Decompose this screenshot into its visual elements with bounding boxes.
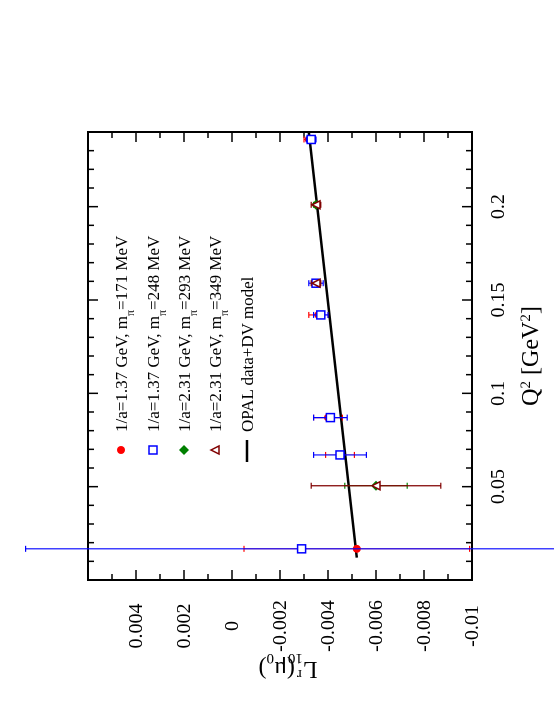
legend-item: 1/a=2.31 GeV, mπ=349 MeV <box>206 235 231 456</box>
series-square <box>25 134 554 554</box>
x-tick-label: 0.2 <box>487 194 509 219</box>
legend-item-model: OPAL data+DV model <box>238 276 257 462</box>
x-tick-label: 0.1 <box>487 381 509 406</box>
y-axis-title: L10 r(μ0) <box>258 650 317 682</box>
plot-area: 0.050.10.150.2 -0.01-0.008-0.006-0.004-0… <box>25 131 554 652</box>
series-diamond <box>311 199 408 491</box>
data-point <box>370 480 381 491</box>
data-point <box>316 310 326 320</box>
x-axis-title-text: Q2[GeV2] <box>518 306 544 406</box>
y-tick-label: -0.006 <box>365 600 387 652</box>
legend-label: 1/a=2.31 GeV, mπ=349 MeV <box>206 235 231 432</box>
data-point <box>310 199 321 211</box>
series-triangle <box>310 199 442 491</box>
data-point <box>310 277 321 289</box>
data-point <box>296 544 307 554</box>
model-line <box>307 131 359 558</box>
data-points <box>25 134 554 554</box>
x-axis-ticks: 0.05 0.1 0.15 0.2 <box>88 149 509 563</box>
data-point <box>306 134 316 145</box>
legend-label: 1/a=1.37 GeV, mπ=171 MeV <box>112 235 137 432</box>
y-tick-label: 0 <box>221 621 243 631</box>
legend: 1/a=1.37 GeV, mπ=171 MeV 1/a=1.37 GeV, mπ… <box>112 235 257 462</box>
x-tick-label: 0.05 <box>487 469 509 504</box>
legend-item: 1/a=1.37 GeV, mπ=248 MeV <box>144 235 169 455</box>
legend-item: 1/a=2.31 GeV, mπ=293 MeV <box>175 235 200 455</box>
legend-label: OPAL data+DV model <box>238 276 257 432</box>
x-axis-title: Q2[GeV2] <box>518 306 544 406</box>
legend-item: 1/a=1.37 GeV, mπ=171 MeV <box>112 235 137 454</box>
legend-label: 1/a=1.37 GeV, mπ=248 MeV <box>144 235 169 432</box>
y-tick-label: 0.004 <box>125 604 147 649</box>
y-tick-label: 0.002 <box>173 604 195 649</box>
legend-marker <box>209 444 220 456</box>
y-axis-ticks: -0.01 -0.008 -0.006 -0.004 -0.002 0 0.002 0.004 <box>87 132 483 652</box>
legend-marker <box>117 446 125 454</box>
data-point <box>325 412 336 423</box>
model-line-group <box>307 131 359 558</box>
y-tick-label: -0.002 <box>269 600 291 652</box>
y-tick-label: -0.01 <box>461 605 483 647</box>
series-circle <box>243 135 471 553</box>
y-tick-label: -0.004 <box>317 600 339 652</box>
data-point <box>335 450 345 460</box>
legend-marker <box>148 445 158 455</box>
y-axis-title-text: L10 r(μ0) <box>258 650 317 682</box>
legend-marker <box>179 445 189 455</box>
legend-label: 1/a=2.31 GeV, mπ=293 MeV <box>175 235 200 432</box>
x-tick-label: 0.15 <box>487 283 509 318</box>
y-tick-label: -0.008 <box>413 600 435 652</box>
